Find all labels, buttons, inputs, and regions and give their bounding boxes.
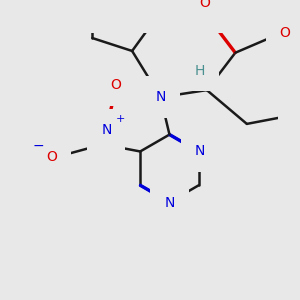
Text: O: O [46,150,57,164]
Text: O: O [280,26,290,40]
Text: +: + [116,115,125,124]
Text: O: O [200,0,211,10]
Text: N: N [101,123,112,137]
Text: H: H [194,64,205,77]
Text: N: N [155,90,166,104]
Text: O: O [110,78,121,92]
Text: N: N [164,196,175,210]
Text: N: N [194,145,205,158]
Text: −: − [33,139,45,153]
